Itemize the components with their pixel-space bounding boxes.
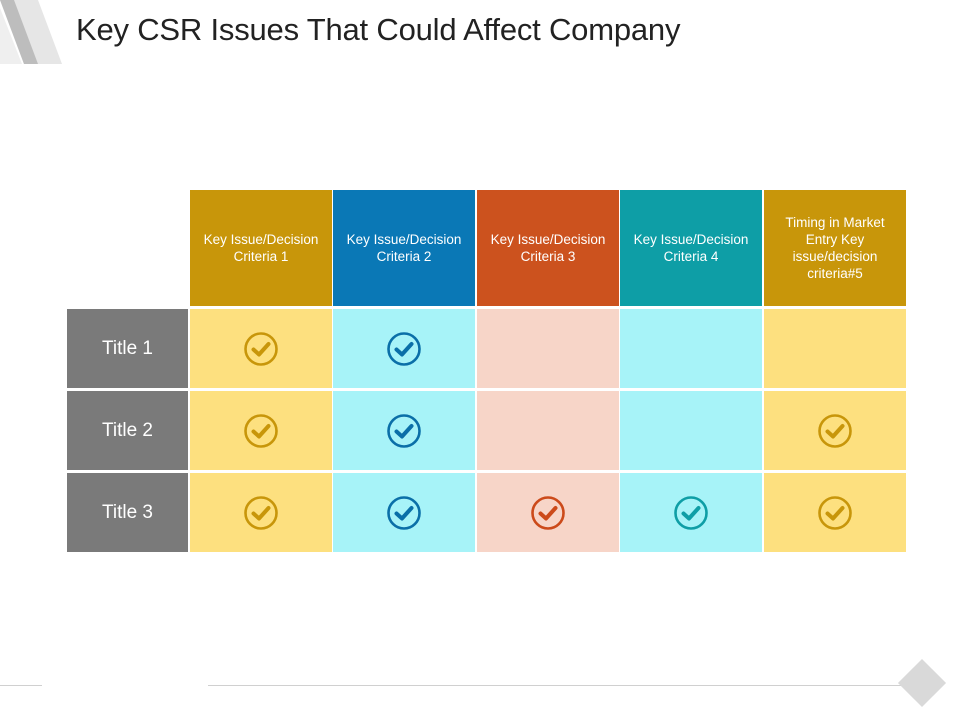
check-circle-icon <box>531 495 565 530</box>
column-header-5: Timing in Market Entry Key issue/decisio… <box>764 190 906 306</box>
matrix-cell-r2-c5 <box>764 391 906 470</box>
footer-divider-right <box>208 685 908 686</box>
column-header-3: Key Issue/Decision Criteria 3 <box>477 190 619 306</box>
column-header-2: Key Issue/Decision Criteria 2 <box>333 190 475 306</box>
matrix-cell-r3-c5 <box>764 473 906 552</box>
column-header-1: Key Issue/Decision Criteria 1 <box>190 190 332 306</box>
matrix-cell-r2-c3 <box>477 391 619 470</box>
check-circle-icon <box>244 413 278 448</box>
matrix-cell-r2-c1 <box>190 391 332 470</box>
row-label-1: Title 1 <box>67 309 188 388</box>
corner-decoration <box>0 0 62 64</box>
matrix-cell-r1-c3 <box>477 309 619 388</box>
check-circle-icon <box>387 331 421 366</box>
matrix-cell-r3-c4 <box>620 473 762 552</box>
matrix-cell-r2-c2 <box>333 391 475 470</box>
matrix-cell-r1-c4 <box>620 309 762 388</box>
column-header-4: Key Issue/Decision Criteria 4 <box>620 190 762 306</box>
matrix-cell-r3-c3 <box>477 473 619 552</box>
check-circle-icon <box>387 413 421 448</box>
footer-divider-left <box>0 685 42 686</box>
check-circle-icon <box>244 495 278 530</box>
matrix-cell-r3-c1 <box>190 473 332 552</box>
check-circle-icon <box>818 413 852 448</box>
check-circle-icon <box>387 495 421 530</box>
matrix-cell-r1-c2 <box>333 309 475 388</box>
check-circle-icon <box>674 495 708 530</box>
check-circle-icon <box>818 495 852 530</box>
matrix-cell-r2-c4 <box>620 391 762 470</box>
matrix-cell-r1-c1 <box>190 309 332 388</box>
slide-title: Key CSR Issues That Could Affect Company <box>76 12 681 47</box>
row-label-2: Title 2 <box>67 391 188 470</box>
check-circle-icon <box>244 331 278 366</box>
diamond-icon <box>897 658 947 708</box>
matrix-cell-r3-c2 <box>333 473 475 552</box>
matrix-cell-r1-c5 <box>764 309 906 388</box>
row-label-3: Title 3 <box>67 473 188 552</box>
